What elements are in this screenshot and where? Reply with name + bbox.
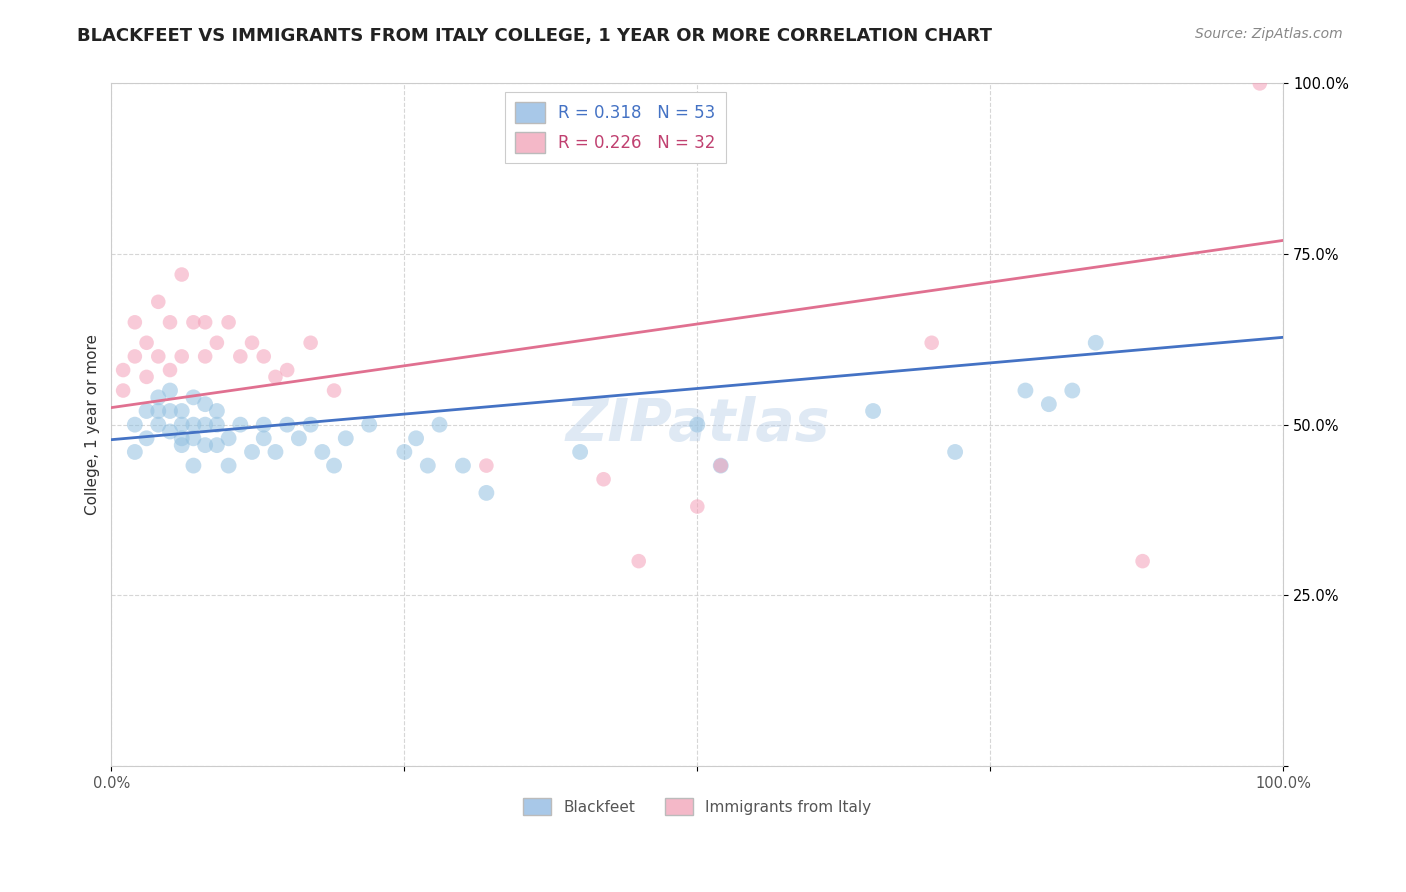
Point [592, 472, 614, 486]
Point [148, 417, 170, 432]
Point [627, 554, 650, 568]
Point [183, 431, 205, 445]
Point [194, 350, 217, 364]
Point [183, 417, 205, 432]
Point [135, 335, 157, 350]
Point [451, 458, 474, 473]
Point [264, 370, 287, 384]
Point [159, 404, 181, 418]
Point [148, 294, 170, 309]
Point [159, 425, 181, 439]
Point [429, 417, 451, 432]
Point [264, 445, 287, 459]
Point [323, 384, 346, 398]
Point [170, 350, 193, 364]
Point [148, 390, 170, 404]
Point [323, 458, 346, 473]
Point [229, 417, 252, 432]
Point [183, 390, 205, 404]
Point [112, 363, 135, 377]
Point [862, 404, 884, 418]
Point [276, 363, 298, 377]
Point [183, 458, 205, 473]
Point [405, 431, 427, 445]
Point [170, 417, 193, 432]
Point [194, 315, 217, 329]
Point [253, 431, 276, 445]
Point [170, 431, 193, 445]
Text: Source: ZipAtlas.com: Source: ZipAtlas.com [1195, 27, 1343, 41]
Point [205, 335, 228, 350]
Point [148, 404, 170, 418]
Point [710, 458, 733, 473]
Point [240, 335, 263, 350]
Point [311, 445, 333, 459]
Point [569, 445, 592, 459]
Point [194, 417, 217, 432]
Point [205, 417, 228, 432]
Point [943, 445, 966, 459]
Point [416, 458, 439, 473]
Point [276, 417, 298, 432]
Point [229, 350, 252, 364]
Point [135, 370, 157, 384]
Point [159, 315, 181, 329]
Point [475, 486, 498, 500]
Point [170, 438, 193, 452]
Point [299, 335, 322, 350]
Legend: Blackfeet, Immigrants from Italy: Blackfeet, Immigrants from Italy [516, 790, 879, 823]
Point [1038, 397, 1060, 411]
Point [124, 315, 146, 329]
Point [183, 315, 205, 329]
Point [288, 431, 311, 445]
Point [240, 445, 263, 459]
Point [194, 397, 217, 411]
Point [710, 458, 733, 473]
Point [194, 438, 217, 452]
Point [1014, 384, 1036, 398]
Point [1249, 77, 1271, 91]
Point [218, 315, 240, 329]
Point [124, 445, 146, 459]
Point [253, 350, 276, 364]
Point [335, 431, 357, 445]
Point [135, 431, 157, 445]
Text: ZIPatlas: ZIPatlas [565, 396, 830, 453]
Point [124, 417, 146, 432]
Point [686, 417, 709, 432]
Point [1062, 384, 1084, 398]
Point [170, 268, 193, 282]
Point [218, 458, 240, 473]
Point [359, 417, 381, 432]
Text: BLACKFEET VS IMMIGRANTS FROM ITALY COLLEGE, 1 YEAR OR MORE CORRELATION CHART: BLACKFEET VS IMMIGRANTS FROM ITALY COLLE… [77, 27, 993, 45]
Point [253, 417, 276, 432]
Point [112, 384, 135, 398]
Point [205, 404, 228, 418]
Point [124, 350, 146, 364]
Point [686, 500, 709, 514]
Point [921, 335, 943, 350]
Point [394, 445, 416, 459]
Point [1084, 335, 1107, 350]
Point [475, 458, 498, 473]
Point [1132, 554, 1154, 568]
Point [159, 384, 181, 398]
Y-axis label: College, 1 year or more: College, 1 year or more [86, 334, 100, 516]
Point [135, 404, 157, 418]
Point [148, 350, 170, 364]
Point [205, 438, 228, 452]
Point [218, 431, 240, 445]
Point [170, 404, 193, 418]
Point [159, 363, 181, 377]
Point [299, 417, 322, 432]
